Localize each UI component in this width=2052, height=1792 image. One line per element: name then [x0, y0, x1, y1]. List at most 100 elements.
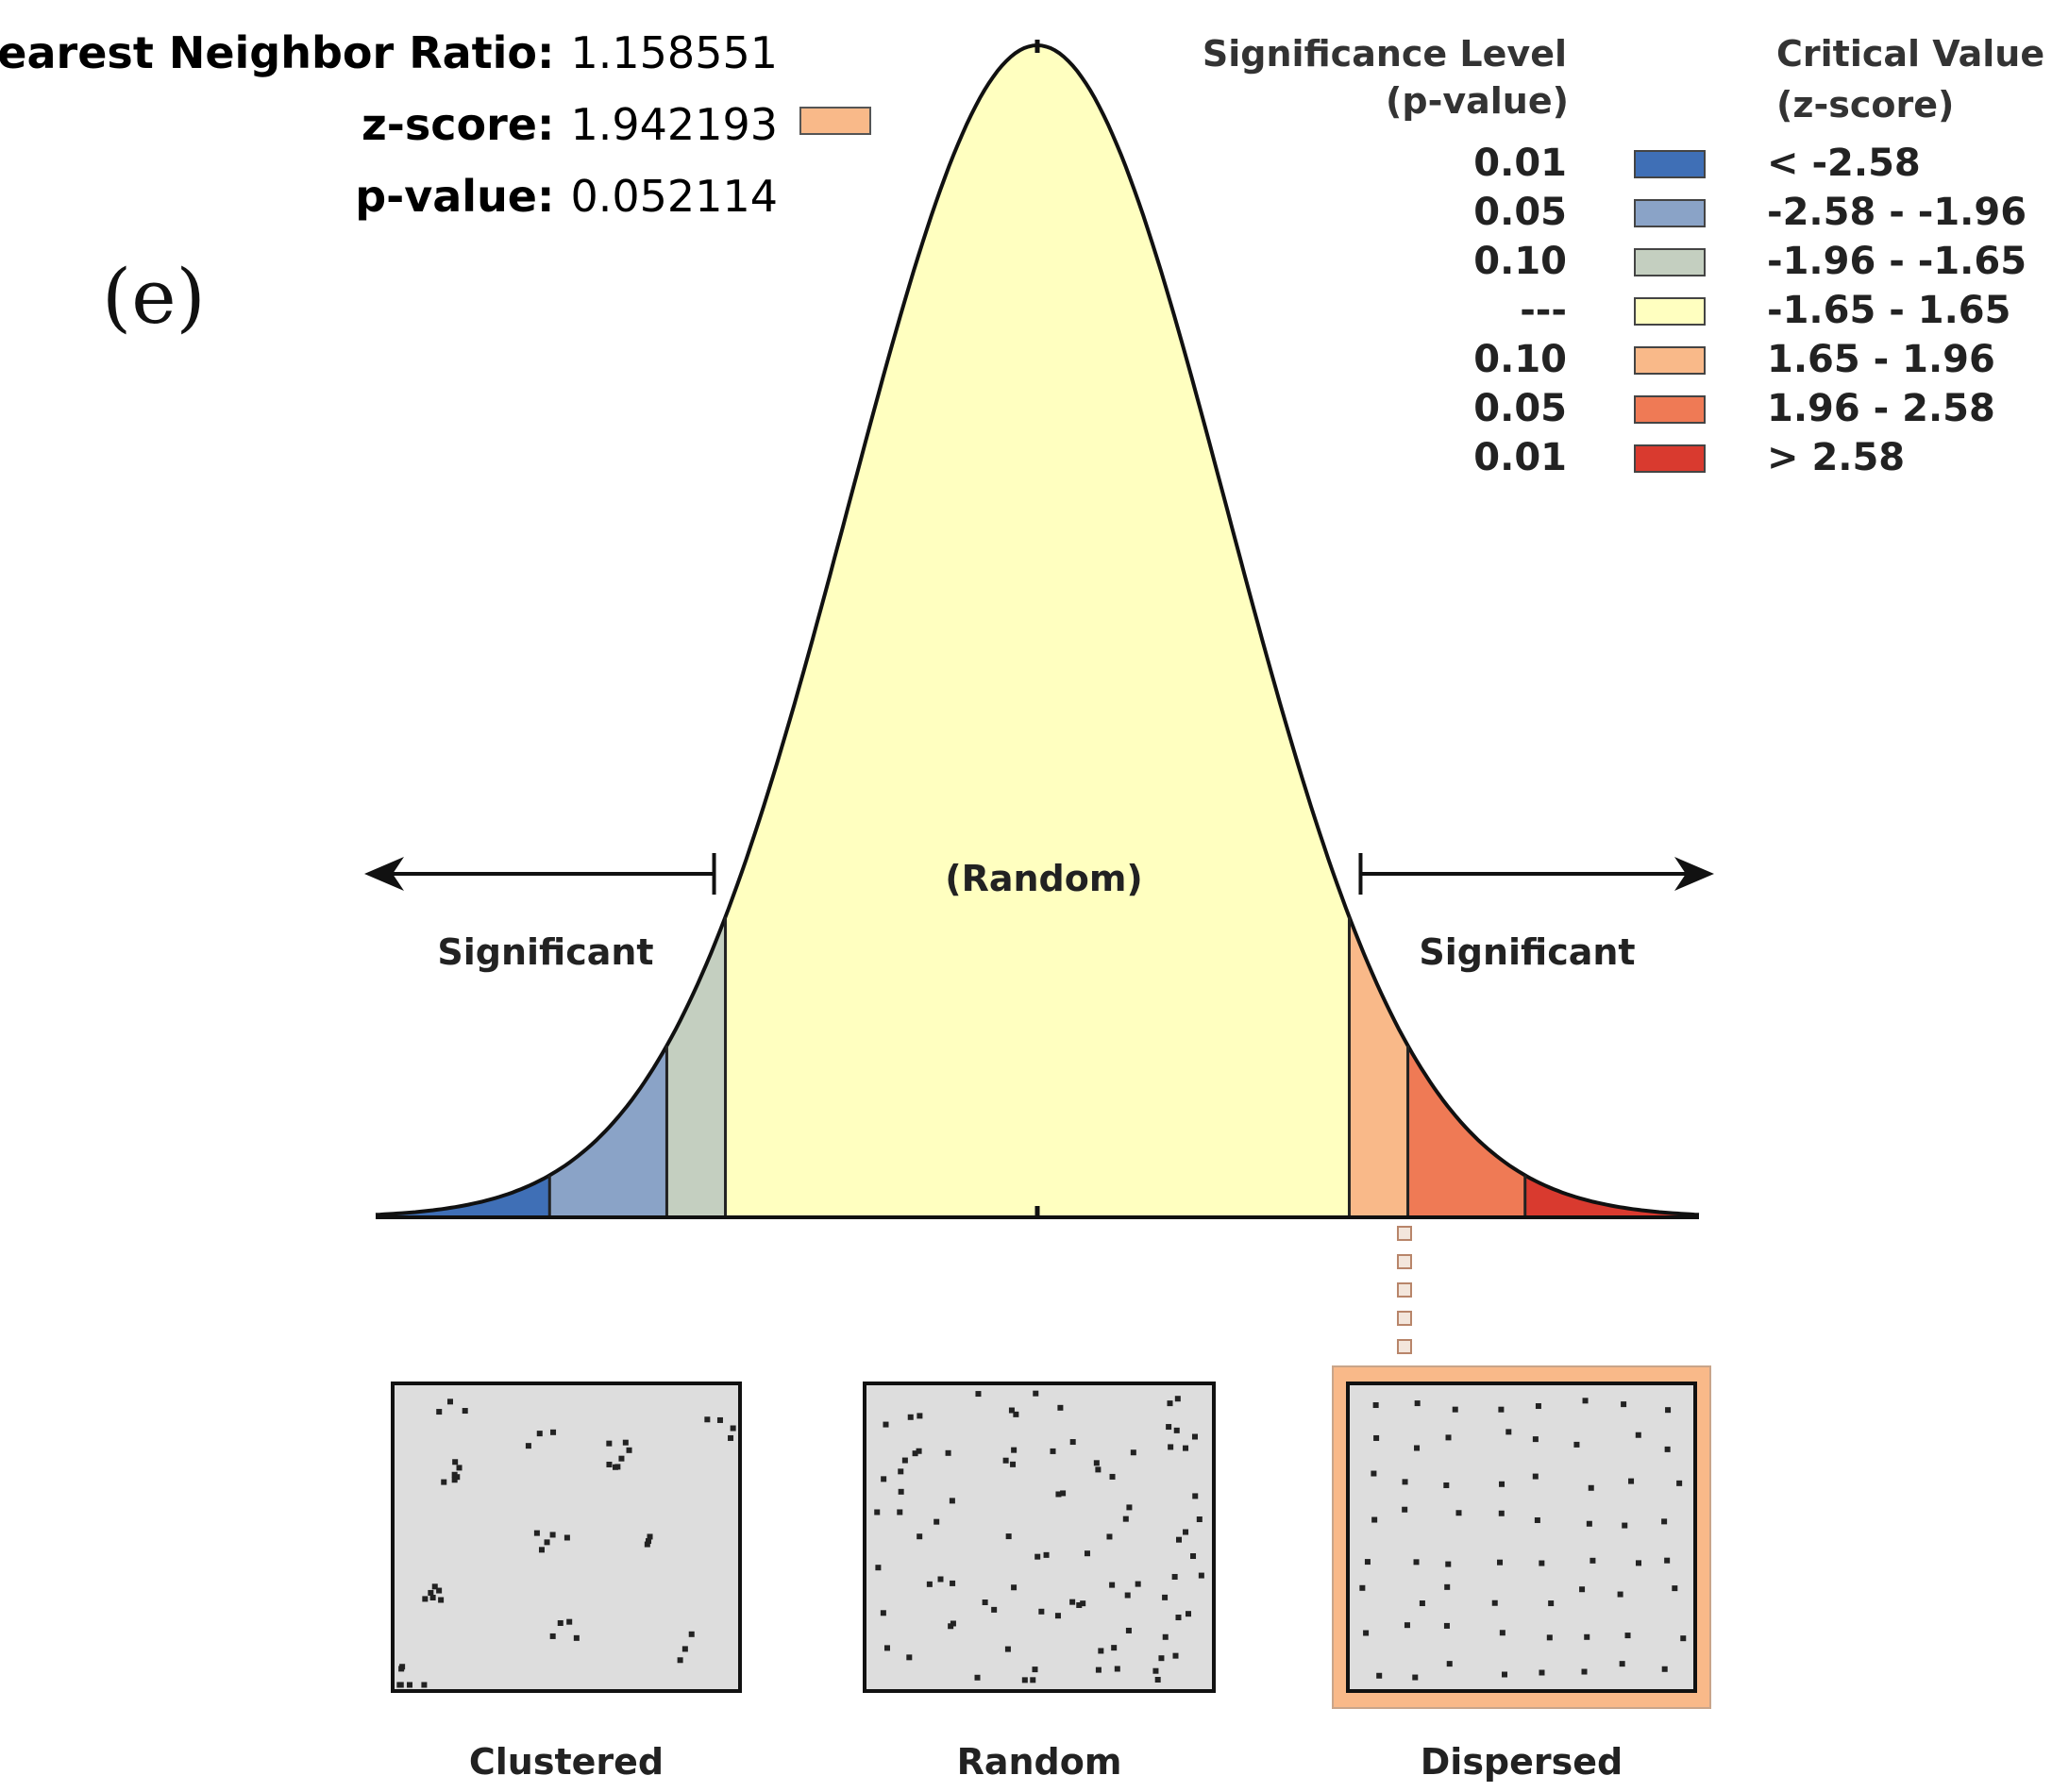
pattern-2-point [1586, 1520, 1592, 1527]
sig-header-line2: (p-value) [1386, 80, 1569, 122]
significance-arrows [364, 853, 1714, 895]
curve-region-3 [725, 45, 1350, 1217]
legend-p-6: 0.01 [1473, 436, 1567, 479]
pattern-label-0: Clustered [469, 1741, 664, 1783]
pattern-0-point [550, 1429, 557, 1435]
pattern-2-point [1617, 1591, 1623, 1598]
pattern-1-point [917, 1413, 923, 1419]
z-label: z-score: [362, 99, 554, 150]
pattern-2-point [1414, 1445, 1421, 1451]
pattern-1-point [916, 1448, 922, 1454]
pattern-1-point [907, 1414, 914, 1420]
pattern-1-point [912, 1450, 918, 1457]
legend-z-6: > 2.58 [1767, 436, 1905, 479]
right-arrowhead [1674, 857, 1714, 891]
pattern-1-point [1135, 1581, 1141, 1587]
left-arrowhead [364, 857, 404, 891]
pattern-1-point [1098, 1648, 1104, 1654]
pattern-0-point [646, 1538, 652, 1545]
pattern-label-2: Dispersed [1421, 1741, 1623, 1783]
pattern-0-point [681, 1646, 688, 1652]
legend-p-0: 0.01 [1473, 142, 1567, 185]
pattern-2-point [1621, 1401, 1627, 1408]
pattern-0-point [397, 1682, 404, 1688]
pattern-2-point [1402, 1506, 1408, 1513]
pattern-1-point [945, 1449, 951, 1456]
pattern-2-point [1588, 1484, 1594, 1491]
pattern-1-point [1162, 1633, 1169, 1640]
pattern-1-point [897, 1509, 903, 1516]
pattern-1-point [1095, 1466, 1102, 1473]
nnr-line: Nearest Neighbor Ratio: 1.158551 [0, 27, 778, 78]
z-score-swatch [799, 107, 871, 135]
pattern-1-point [1033, 1390, 1039, 1397]
crit-header-line1: Critical Value [1776, 33, 2044, 75]
pattern-0-point [557, 1620, 563, 1627]
left-significant-label: Significant [437, 931, 653, 973]
pattern-2-point [1505, 1429, 1512, 1435]
curve-region-4 [1349, 916, 1408, 1217]
pattern-1-point [1069, 1439, 1076, 1446]
pattern-0-point [431, 1583, 438, 1590]
pattern-1-point [880, 1610, 886, 1616]
pattern-1-point [1055, 1491, 1062, 1498]
pattern-2-point [1412, 1674, 1419, 1681]
pattern-panel-1 [863, 1382, 1216, 1693]
pattern-1-point [1175, 1615, 1182, 1621]
pattern-1-point [1095, 1666, 1102, 1673]
pattern-1-point [1008, 1407, 1015, 1414]
pattern-1-point [1125, 1627, 1132, 1633]
pattern-2-point [1539, 1560, 1545, 1566]
pattern-0-point [533, 1530, 540, 1536]
pattern-2-point [1619, 1661, 1625, 1667]
crit-header-line2: (z-score) [1776, 84, 1954, 126]
pattern-1-point [883, 1645, 890, 1651]
pattern-1-point [1038, 1608, 1045, 1615]
pattern-0-point [688, 1631, 695, 1637]
pattern-2-point [1376, 1672, 1383, 1679]
pattern-1-point [1172, 1652, 1179, 1659]
pattern-1-point [1043, 1551, 1050, 1558]
pattern-1-point [1166, 1424, 1172, 1431]
pattern-1-point [1196, 1516, 1203, 1523]
pattern-1-point [974, 1674, 981, 1681]
pattern-0-point [573, 1634, 580, 1641]
pattern-2-point [1443, 1482, 1450, 1488]
pattern-1-point [1168, 1444, 1174, 1450]
pattern-0-point [451, 1477, 458, 1483]
pattern-2-point [1371, 1470, 1377, 1477]
pattern-2-point [1532, 1473, 1539, 1480]
pattern-2-point [1665, 1407, 1672, 1414]
pattern-1-point [1176, 1536, 1183, 1543]
pattern-2-point [1499, 1630, 1505, 1636]
pattern-2-point [1452, 1406, 1458, 1413]
pattern-0-point [606, 1440, 613, 1447]
pattern-1-point [1106, 1533, 1113, 1540]
pattern-0-point [614, 1464, 621, 1470]
legend-z-3: -1.65 - 1.65 [1767, 289, 2010, 332]
pattern-2-point [1624, 1633, 1631, 1639]
pattern-0-point [436, 1587, 443, 1594]
pattern-1-point [1152, 1667, 1159, 1674]
legend-p-1: 0.05 [1473, 191, 1567, 234]
pattern-1-point [874, 1509, 881, 1516]
pattern-2-point [1664, 1446, 1671, 1452]
curve-region-0 [376, 1175, 550, 1217]
pattern-0-point [618, 1455, 625, 1462]
pattern-2-point [1676, 1480, 1683, 1486]
observed-z-connector [1396, 1226, 1412, 1382]
pattern-2-point [1371, 1516, 1378, 1523]
pattern-1-point [1002, 1457, 1009, 1464]
pattern-2-point [1589, 1557, 1596, 1564]
pattern-2-point [1443, 1622, 1450, 1629]
pattern-1-point [1013, 1411, 1019, 1417]
legend-p-4: 0.10 [1473, 338, 1567, 381]
pattern-1-point [898, 1468, 904, 1475]
pattern-1-point [1183, 1445, 1189, 1451]
pattern-0-point [428, 1589, 434, 1596]
legend-swatch-3 [1634, 297, 1706, 326]
pattern-0-point [544, 1539, 550, 1546]
pattern-1-point [1186, 1611, 1192, 1617]
pattern-1-point [975, 1391, 982, 1398]
